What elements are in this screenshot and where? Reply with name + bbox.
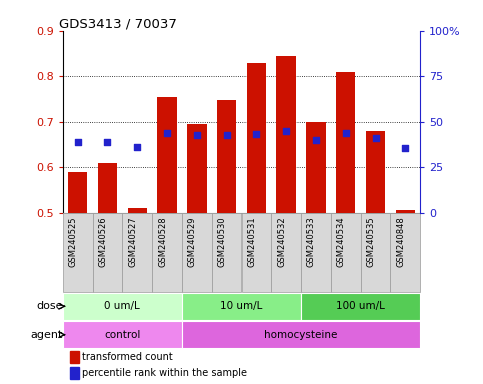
Point <box>74 139 82 145</box>
Text: agent: agent <box>30 330 63 340</box>
Bar <box>390 212 420 292</box>
Text: 0 um/L: 0 um/L <box>104 301 140 311</box>
Text: homocysteine: homocysteine <box>264 330 338 340</box>
Bar <box>336 72 355 212</box>
Bar <box>366 131 385 212</box>
Bar <box>63 212 93 292</box>
Text: 10 um/L: 10 um/L <box>220 301 263 311</box>
Point <box>253 131 260 137</box>
Text: GSM240533: GSM240533 <box>307 217 316 267</box>
Text: GSM240525: GSM240525 <box>69 217 78 267</box>
Bar <box>212 212 242 292</box>
Bar <box>301 293 420 320</box>
Text: GSM240527: GSM240527 <box>128 217 137 267</box>
Point <box>401 146 409 152</box>
Bar <box>157 97 177 212</box>
Text: GSM240848: GSM240848 <box>397 217 405 267</box>
Bar <box>276 56 296 212</box>
Text: 100 um/L: 100 um/L <box>336 301 385 311</box>
Bar <box>93 212 122 292</box>
Bar <box>63 293 182 320</box>
Text: GSM240528: GSM240528 <box>158 217 167 267</box>
Bar <box>331 212 361 292</box>
Point <box>104 139 112 145</box>
Point <box>133 144 141 150</box>
Bar <box>98 162 117 212</box>
Text: GDS3413 / 70037: GDS3413 / 70037 <box>59 18 177 31</box>
Text: GSM240534: GSM240534 <box>337 217 346 267</box>
Point <box>342 130 350 136</box>
Bar <box>182 293 301 320</box>
Bar <box>152 212 182 292</box>
Bar <box>361 212 390 292</box>
Text: GSM240530: GSM240530 <box>218 217 227 267</box>
Bar <box>68 172 87 212</box>
Text: percentile rank within the sample: percentile rank within the sample <box>83 367 247 377</box>
Point <box>372 134 380 141</box>
Bar <box>122 212 152 292</box>
Bar <box>306 122 326 212</box>
Text: GSM240531: GSM240531 <box>247 217 256 267</box>
Bar <box>242 212 271 292</box>
Bar <box>271 212 301 292</box>
Point <box>163 130 171 136</box>
Text: GSM240532: GSM240532 <box>277 217 286 267</box>
Point <box>282 127 290 134</box>
Bar <box>217 100 236 212</box>
Text: GSM240526: GSM240526 <box>99 217 108 267</box>
Point <box>193 132 201 138</box>
Bar <box>247 63 266 212</box>
Point <box>312 137 320 143</box>
Bar <box>182 321 420 348</box>
Bar <box>187 124 207 212</box>
Bar <box>70 351 79 363</box>
Text: GSM240535: GSM240535 <box>367 217 376 267</box>
Text: dose: dose <box>36 301 63 311</box>
Bar <box>396 210 415 212</box>
Bar <box>70 367 79 379</box>
Bar <box>128 208 147 212</box>
Point <box>223 132 230 138</box>
Text: GSM240529: GSM240529 <box>188 217 197 267</box>
Bar <box>301 212 331 292</box>
Text: control: control <box>104 330 141 340</box>
Text: transformed count: transformed count <box>83 353 173 362</box>
Bar <box>63 321 182 348</box>
Bar <box>182 212 212 292</box>
